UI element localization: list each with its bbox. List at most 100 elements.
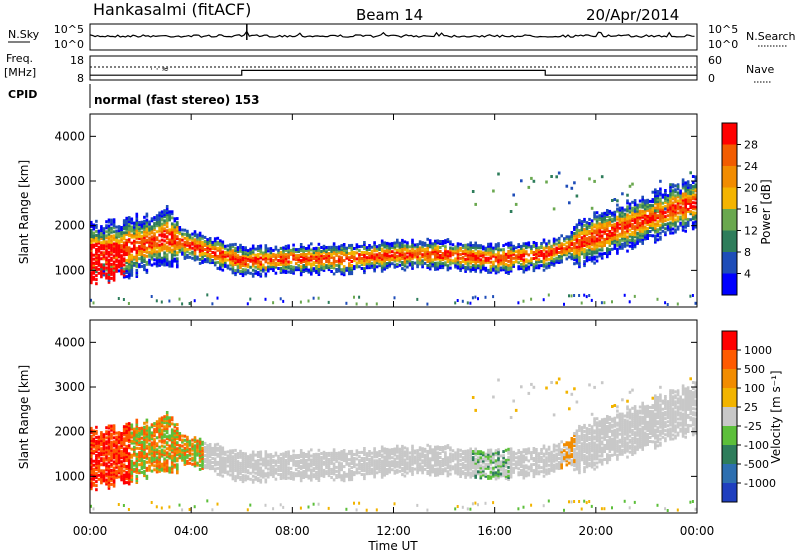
power-cell	[299, 273, 303, 277]
velocity-cell	[297, 462, 300, 465]
power-cell	[661, 201, 665, 205]
power-cell	[694, 185, 697, 189]
power-cell	[679, 211, 682, 215]
power-cell	[474, 257, 477, 261]
power-cell	[302, 257, 305, 261]
power-cell	[446, 238, 450, 242]
power-cell	[603, 242, 606, 245]
velocity-cell	[130, 463, 134, 467]
power-cell	[464, 251, 467, 255]
power-cell	[284, 244, 288, 248]
power-cell	[90, 239, 93, 242]
power-cell	[686, 191, 690, 195]
power-cell	[674, 230, 677, 234]
power-cell	[168, 248, 171, 252]
velocity-cell	[110, 436, 113, 440]
power-cell	[117, 261, 121, 265]
power-cell	[355, 243, 359, 247]
velocity-cell	[213, 445, 217, 449]
power-cell	[170, 238, 174, 242]
power-cell	[373, 247, 376, 251]
power-cell	[588, 240, 591, 244]
power-cell	[489, 246, 493, 250]
power-cell	[193, 252, 197, 256]
velocity-cell	[130, 469, 134, 473]
power-cell	[150, 243, 154, 247]
velocity-cell	[125, 475, 128, 479]
power-cell	[355, 263, 359, 267]
power-cell	[631, 214, 634, 218]
velocity-cell	[299, 453, 303, 457]
velocity-cell	[95, 439, 98, 443]
velocity-cell	[244, 452, 247, 456]
velocity-cell	[125, 428, 128, 432]
velocity-cell	[112, 460, 116, 464]
power-cell	[181, 252, 184, 256]
power-cell	[148, 250, 151, 254]
power-cell	[593, 237, 596, 241]
velocity-cell	[219, 455, 222, 459]
velocity-cell	[239, 471, 242, 475]
power-cell	[150, 245, 154, 249]
power-cell	[434, 267, 437, 271]
velocity-cell	[173, 449, 177, 453]
velocity-cell	[97, 443, 101, 447]
power-cell	[689, 192, 692, 196]
power-cell	[618, 240, 622, 244]
power-cell	[363, 243, 366, 246]
power-cell	[464, 249, 467, 253]
power-cell	[520, 263, 523, 266]
power-cell	[236, 260, 240, 264]
power-cell	[92, 257, 96, 261]
velocity-cell	[279, 460, 283, 464]
power-cell	[669, 191, 672, 195]
power-cell	[229, 257, 232, 261]
power-cell	[436, 247, 440, 251]
velocity-cell	[188, 453, 192, 457]
power-cell	[112, 274, 116, 278]
power-cell	[327, 256, 331, 259]
power-cell	[269, 267, 273, 271]
power-cell	[431, 264, 434, 268]
power-cell	[385, 254, 389, 257]
power-cell	[555, 258, 558, 262]
power-cell	[155, 214, 159, 218]
power-cell	[127, 268, 131, 272]
velocity-cell	[127, 468, 131, 472]
power-cell	[269, 265, 273, 269]
velocity-cell	[246, 475, 250, 479]
power-cell	[573, 181, 576, 185]
power-cell	[643, 237, 647, 241]
velocity-cell	[269, 453, 273, 457]
power-cell	[206, 242, 209, 246]
power-cell	[474, 247, 477, 251]
velocity-cell	[120, 464, 123, 468]
velocity-cell	[153, 458, 156, 462]
velocity-cell	[206, 456, 209, 460]
power-cell	[90, 230, 93, 234]
power-cell	[628, 224, 632, 228]
power-cell	[557, 238, 561, 242]
power-cell	[287, 260, 290, 264]
velocity-cell	[269, 471, 273, 475]
power-cell	[669, 187, 672, 191]
velocity-cell	[234, 448, 237, 452]
power-cell	[671, 189, 675, 193]
velocity-cell	[110, 474, 113, 478]
velocity-cell	[170, 460, 174, 464]
power-cell	[671, 211, 675, 215]
power-cell	[342, 251, 346, 255]
power-cell	[122, 271, 126, 275]
power-cell	[585, 251, 589, 255]
velocity-cell	[198, 453, 202, 457]
velocity-cell	[191, 448, 194, 452]
velocity-cell	[92, 473, 96, 477]
velocity-cell	[292, 453, 295, 457]
power-cell	[95, 266, 98, 270]
power-cell	[310, 242, 313, 246]
power-cell	[289, 264, 293, 268]
velocity-cell	[299, 473, 303, 477]
power-cell	[444, 245, 447, 249]
power-cell	[107, 254, 111, 258]
power-cell	[418, 248, 422, 252]
